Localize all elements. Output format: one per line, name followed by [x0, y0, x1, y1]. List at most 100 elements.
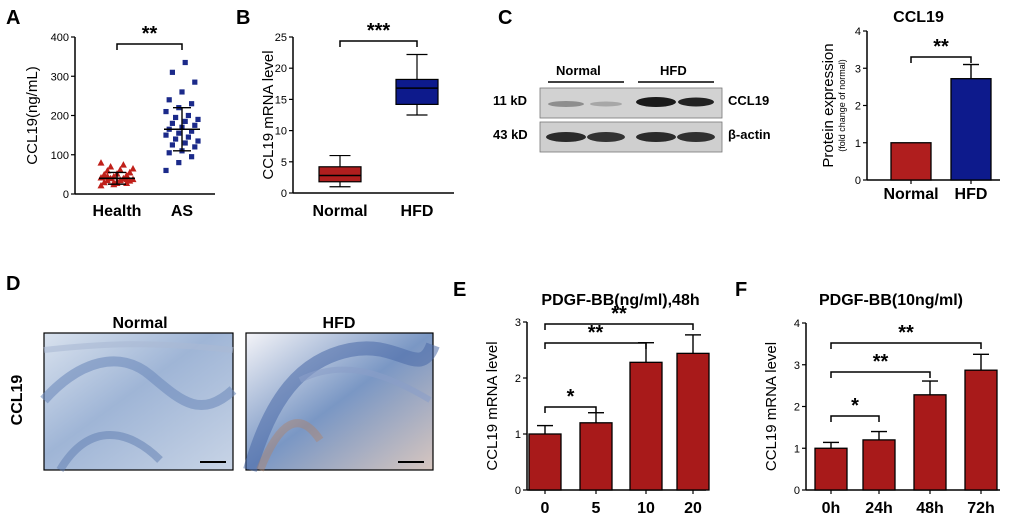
y-tick-label: 15 [275, 94, 287, 106]
x-category-label: Normal [312, 203, 367, 220]
y-tick-label: 10 [275, 126, 287, 138]
panel-a-label: A [6, 7, 20, 29]
y-tick-label: 3 [794, 360, 800, 372]
y-tick-label: 0 [515, 485, 521, 497]
data-point [189, 128, 195, 134]
y-tick-label: 0 [63, 189, 69, 201]
chart-title: CCL19 [893, 9, 944, 26]
y-tick-label: 1 [515, 429, 521, 441]
bar [629, 361, 663, 491]
data-point [116, 176, 124, 184]
bar [913, 394, 947, 491]
comparison-2-bracket [830, 371, 931, 378]
box [395, 78, 439, 105]
data-point [195, 116, 201, 123]
comparison-2-label: ** [588, 322, 604, 344]
panel-d-row-label: CCL19 [9, 375, 26, 426]
blot-protein-ccl19: CCL19 [728, 93, 769, 108]
x-category-label: HFD [401, 203, 434, 220]
histology-image-hfd [243, 332, 440, 472]
data-point [176, 160, 182, 166]
y-axis-label: Protein expression [820, 43, 837, 167]
x-category-label: Normal [883, 186, 938, 203]
panel-c-label: C [498, 7, 512, 29]
x-category-label: 48h [916, 500, 944, 517]
comparison-1-label: * [567, 386, 575, 408]
data-point [176, 130, 182, 136]
y-axis-sublabel: (fold change of normal) [837, 59, 847, 152]
comparison-3-bracket [544, 323, 694, 330]
y-axis-label: CCL19 mRNA level [260, 50, 277, 179]
data-point [166, 150, 172, 156]
panel-f-label: F [735, 279, 747, 301]
data-point [192, 144, 198, 150]
data-point [103, 176, 111, 184]
blot-size-ccl19: 11 kD [493, 93, 527, 108]
data-point [169, 120, 175, 126]
comparison-3-label: ** [898, 322, 914, 344]
data-point [182, 59, 188, 66]
significance-bracket [910, 56, 972, 63]
data-point [173, 114, 179, 121]
y-tick-label: 0 [794, 485, 800, 497]
data-point [163, 167, 169, 174]
data-point [126, 168, 134, 176]
panel-d-image-title-normal: Normal [112, 315, 167, 332]
data-point [179, 89, 185, 95]
blot-size-actin: 43 kD [493, 127, 528, 142]
y-tick-label: 1 [855, 138, 861, 150]
data-point [129, 164, 137, 172]
data-point [163, 108, 169, 115]
bar [862, 439, 896, 491]
bar [814, 447, 848, 491]
y-tick-label: 1 [794, 443, 800, 455]
comparison-3-label: ** [611, 303, 627, 325]
data-point [192, 122, 198, 128]
y-tick-label: 4 [794, 318, 800, 330]
y-tick-label: 0 [281, 188, 287, 200]
panel-c-bar-chart: 0 1 2 3 4 Protein expression (fold change of n… [820, 9, 1000, 203]
data-point [166, 97, 172, 103]
comparison-1-bracket [544, 406, 597, 413]
bar [676, 352, 710, 491]
data-point [192, 79, 198, 85]
significance-bracket [339, 40, 418, 47]
blot-group-hfd: HFD [660, 63, 687, 78]
significance-label: *** [367, 20, 391, 42]
y-tick-label: 300 [51, 71, 69, 83]
data-point [189, 101, 195, 107]
x-category-label: 24h [865, 500, 893, 517]
comparison-2-label: ** [873, 351, 889, 373]
significance-bracket [116, 43, 183, 50]
y-tick-label: 200 [51, 111, 69, 123]
comparison-1-bracket [830, 415, 880, 422]
box [318, 166, 362, 183]
y-tick-label: 3 [515, 317, 521, 329]
data-point [97, 159, 105, 166]
x-category-label: 5 [592, 500, 601, 517]
data-point [163, 132, 169, 138]
x-category-label: 72h [967, 500, 995, 517]
data-point [182, 140, 188, 146]
blot-group-normal: Normal [556, 63, 601, 78]
y-tick-label: 2 [794, 402, 800, 414]
y-tick-label: 20 [275, 63, 287, 75]
y-tick-label: 25 [275, 32, 287, 44]
y-tick-label: 0 [855, 175, 861, 187]
panel-a-scatter: 0 100 200 300 400 CCL19(ng/mL) Health AS ** [24, 23, 215, 220]
panel-b-boxplot: 0 5 10 15 20 25 CCL19 mRNA level Normal HFD *** [260, 20, 454, 220]
x-category-label: 10 [637, 500, 655, 517]
data-point [189, 154, 195, 160]
y-tick-label: 400 [51, 32, 69, 44]
comparison-3-bracket [830, 342, 982, 349]
comparison-1-label: * [851, 395, 859, 417]
blot-protein-actin: β-actin [728, 127, 771, 142]
data-point [173, 136, 179, 142]
panel-e-bar-chart: 0 1 2 3 CCL19 mRNA level PDGF-BB(ng/ml),48h 0 5… [484, 292, 710, 517]
data-point [185, 134, 191, 140]
y-tick-label: 4 [855, 26, 861, 38]
western-blot: Normal HFD 11 kD 43 kD CCL19 β-actin [493, 63, 771, 153]
y-tick-label: 2 [515, 373, 521, 385]
data-point [195, 138, 201, 144]
